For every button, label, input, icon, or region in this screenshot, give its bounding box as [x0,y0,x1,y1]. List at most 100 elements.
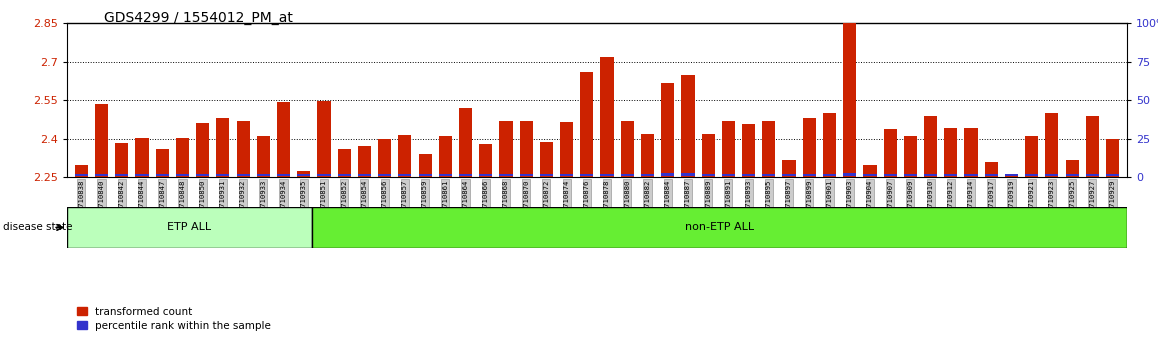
Bar [418,154,432,177]
Bar [924,174,937,176]
Bar [1086,116,1099,177]
Legend: transformed count, percentile rank within the sample: transformed count, percentile rank withi… [72,302,276,335]
Bar [257,136,270,177]
Bar [601,57,614,177]
Bar [823,174,836,176]
Bar [499,174,513,176]
Bar [196,122,210,177]
Bar [176,138,189,177]
Bar [864,165,877,177]
Bar [802,174,816,176]
Bar [520,121,533,177]
Bar [1005,175,1018,177]
Bar [459,174,472,176]
Bar [75,165,88,177]
Bar [217,119,229,177]
Bar [479,174,492,176]
Bar [338,174,351,176]
Bar [338,149,351,177]
Bar [1065,160,1079,177]
Bar [378,174,391,176]
Bar [681,75,695,177]
Bar [217,174,229,176]
Bar [965,174,977,176]
Bar [479,144,492,177]
Bar [95,174,108,176]
Bar [661,173,674,176]
Bar [944,174,958,176]
Bar [621,121,633,177]
Bar [277,174,291,176]
Bar [298,171,310,177]
Bar [1086,174,1099,176]
Bar [418,174,432,176]
Bar [640,174,654,176]
Bar [762,121,776,177]
Bar [843,173,856,176]
Bar [358,146,371,177]
Bar [1106,174,1119,176]
Bar [903,174,917,176]
Bar [95,104,108,177]
Bar [317,101,330,177]
Bar [721,174,735,176]
Bar [499,121,513,177]
Bar [540,142,554,177]
Bar [580,72,593,177]
FancyBboxPatch shape [312,207,1127,248]
Bar [398,174,411,176]
Bar [762,174,776,176]
Bar [257,174,270,176]
Bar [944,128,958,177]
Bar [984,174,998,176]
Bar [520,174,533,176]
Bar [601,174,614,176]
Bar [196,174,210,176]
FancyBboxPatch shape [67,207,312,248]
Bar [884,174,896,176]
Bar [681,173,695,176]
Bar [155,174,169,176]
Bar [580,174,593,176]
Bar [1106,139,1119,177]
Bar [358,174,371,176]
Bar [742,124,755,177]
Bar [540,174,554,176]
Bar [115,174,129,176]
Bar [236,121,250,177]
Bar [378,139,391,177]
Bar [1005,174,1018,176]
Bar [984,162,998,177]
Bar [560,122,573,177]
Bar [783,174,796,176]
Bar [115,143,129,177]
Bar [439,174,452,176]
Bar [155,149,169,177]
Bar [1065,174,1079,176]
Bar [783,160,796,177]
Bar [640,134,654,177]
Bar [721,121,735,177]
Bar [298,174,310,176]
Bar [742,174,755,176]
Bar [439,136,452,177]
Bar [398,136,411,177]
Text: GDS4299 / 1554012_PM_at: GDS4299 / 1554012_PM_at [104,11,293,25]
Bar [236,174,250,176]
Bar [317,174,330,176]
Bar [277,102,291,177]
Bar [884,129,896,177]
Bar [459,108,472,177]
Bar [1046,174,1058,176]
Bar [176,174,189,176]
Bar [702,134,714,177]
Bar [621,174,633,176]
Bar [702,174,714,176]
Bar [823,113,836,177]
Bar [924,116,937,177]
Bar [965,128,977,177]
Bar [560,174,573,176]
Bar [135,138,148,177]
Bar [843,18,856,177]
Text: disease state: disease state [3,222,73,233]
